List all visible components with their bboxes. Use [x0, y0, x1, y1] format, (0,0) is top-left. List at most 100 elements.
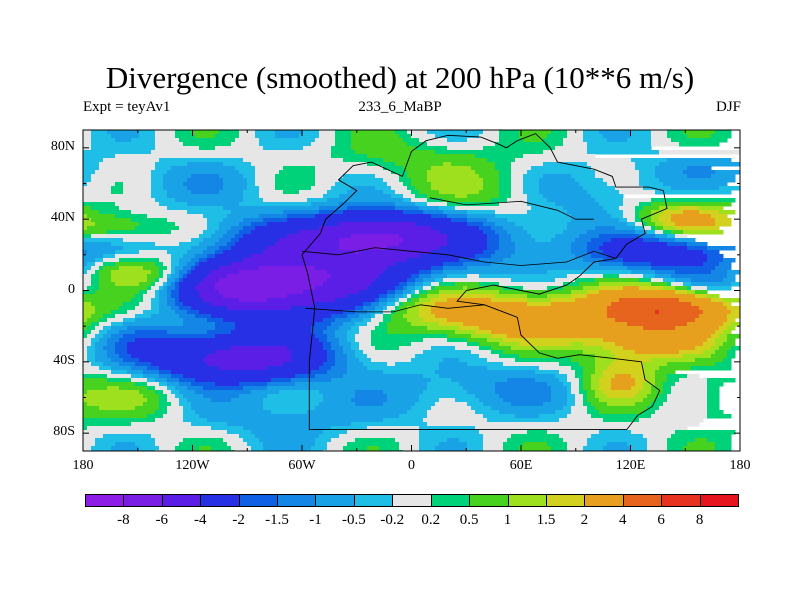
field-cell — [419, 190, 440, 195]
field-cell — [223, 182, 248, 187]
field-cell — [347, 354, 356, 359]
field-cell — [395, 438, 420, 443]
field-cell — [583, 130, 600, 135]
colorbar-label: -6 — [155, 512, 169, 528]
field-cell — [415, 402, 436, 407]
field-cell — [151, 302, 160, 307]
field-cell — [339, 434, 420, 439]
field-cell — [419, 294, 428, 299]
field-cell — [575, 374, 584, 379]
field-cell — [631, 430, 676, 435]
field-cell — [159, 278, 168, 283]
field-cell — [715, 362, 732, 367]
field-cell — [683, 230, 724, 235]
field-cell — [99, 210, 132, 215]
field-cell — [83, 262, 88, 267]
field-cell — [111, 242, 156, 247]
field-cell — [723, 358, 732, 363]
field-cell — [83, 274, 92, 279]
field-cell — [679, 378, 708, 383]
field-cell — [171, 290, 180, 295]
field-cell — [371, 314, 376, 319]
field-cell — [603, 418, 640, 423]
field-cell — [667, 158, 732, 163]
field-cell — [611, 386, 632, 391]
field-cell — [419, 394, 476, 399]
field-cell — [103, 254, 116, 259]
field-cell — [91, 218, 132, 223]
field-cell — [319, 226, 432, 231]
field-cell — [479, 274, 568, 279]
field-cell — [111, 310, 128, 315]
field-cell — [659, 178, 736, 183]
field-cell — [231, 246, 268, 251]
field-cell — [643, 398, 656, 403]
field-cell — [411, 178, 428, 183]
field-cell — [391, 318, 408, 323]
field-cell — [83, 182, 88, 187]
field-cell — [423, 390, 468, 395]
field-cell — [239, 238, 280, 243]
field-cell — [439, 206, 456, 211]
field-cell — [575, 254, 592, 259]
field-cell — [635, 394, 648, 399]
field-cell — [247, 178, 256, 183]
field-cell — [651, 218, 660, 223]
field-cell — [591, 382, 600, 387]
field-cell — [583, 286, 600, 291]
field-cell — [419, 438, 448, 443]
field-cell — [179, 378, 196, 383]
field-cell — [135, 306, 152, 311]
field-cell — [307, 198, 328, 203]
field-cell — [655, 398, 668, 403]
field-cell — [587, 246, 600, 251]
field-cell — [483, 402, 512, 407]
field-cell — [239, 230, 252, 235]
field-cell — [107, 378, 132, 383]
inner-coastline-2 — [305, 304, 485, 313]
field-cell — [583, 342, 616, 347]
field-cell — [567, 390, 572, 395]
field-cell — [587, 294, 696, 299]
field-cell — [367, 366, 440, 371]
field-cell — [295, 382, 428, 387]
field-cell — [331, 438, 356, 443]
field-cell — [331, 322, 344, 327]
field-cell — [411, 342, 468, 347]
colorbar-label: 1.5 — [536, 512, 556, 528]
field-cell — [335, 130, 352, 135]
field-cell — [467, 446, 484, 451]
field-cell — [171, 282, 176, 287]
field-cell — [167, 250, 188, 255]
field-cell — [347, 330, 360, 335]
field-cell — [675, 226, 720, 231]
field-cell — [139, 302, 152, 307]
field-cell — [111, 358, 124, 363]
field-cell — [263, 198, 308, 203]
field-cell — [275, 186, 312, 191]
field-cell — [259, 190, 284, 195]
field-cell — [667, 398, 708, 403]
field-cell — [479, 342, 500, 347]
field-cell — [235, 242, 276, 247]
colorbar-swatch — [123, 494, 163, 507]
field-cell — [719, 346, 732, 351]
field-cell — [151, 194, 168, 199]
field-cell — [331, 346, 344, 351]
field-cell — [103, 258, 120, 263]
field-cell — [511, 182, 524, 187]
field-cell — [507, 230, 528, 235]
field-cell — [531, 234, 556, 239]
field-cell — [523, 186, 540, 191]
inner-coastline-1 — [429, 197, 594, 220]
field-cell — [339, 178, 384, 183]
field-cell — [83, 410, 156, 415]
field-cell — [439, 190, 480, 195]
field-cell — [295, 374, 316, 379]
field-cell — [215, 350, 292, 355]
field-cell — [499, 202, 528, 207]
field-cell — [359, 250, 432, 255]
center-string: 233_6_MaBP — [358, 99, 442, 115]
field-cell — [691, 366, 732, 371]
field-cell — [147, 290, 156, 295]
